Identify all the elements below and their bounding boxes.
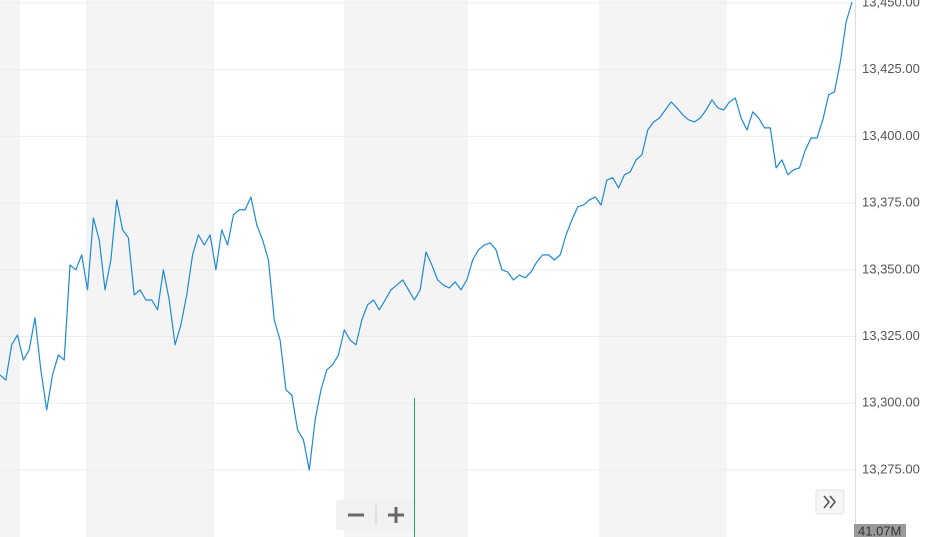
y-tick-label: 13,300.00 [862, 395, 920, 410]
chevron-icon [823, 495, 837, 509]
y-tick-label: 13,325.00 [862, 328, 920, 343]
y-tick-label: 13,350.00 [862, 261, 920, 276]
grid [0, 2, 855, 471]
y-tick-label: 13,375.00 [862, 195, 920, 210]
volume-label-bg [854, 524, 906, 537]
session-band [0, 0, 20, 537]
y-tick-label: 13,425.00 [862, 61, 920, 76]
price-line [0, 1, 853, 471]
session-band [599, 0, 727, 537]
zoom-controls [336, 500, 414, 530]
zoom-in-button[interactable] [378, 502, 412, 528]
session-band [86, 0, 214, 537]
volume-label: 41.07M [858, 523, 901, 537]
y-tick-label: 13,450.00 [862, 0, 920, 9]
plot [0, 1, 853, 471]
zoom-out-button[interactable] [338, 502, 374, 528]
y-tick-label: 13,275.00 [862, 461, 920, 476]
session-band [344, 0, 468, 537]
scroll-to-end-button[interactable] [815, 489, 845, 515]
y-tick-label: 13,400.00 [862, 128, 920, 143]
